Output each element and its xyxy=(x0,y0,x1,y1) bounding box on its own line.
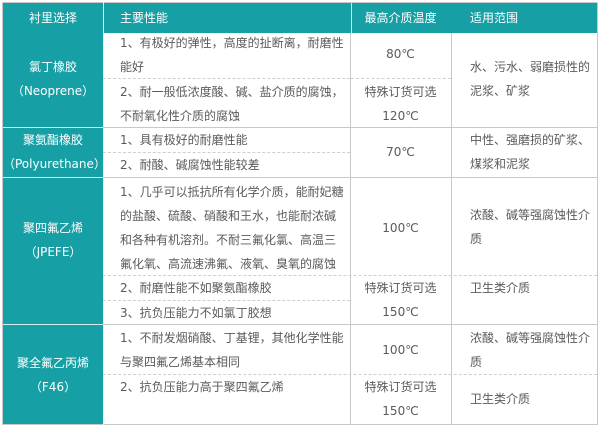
divider xyxy=(350,33,351,425)
header-properties: 主要性能 xyxy=(103,3,350,33)
scope-text: 浓酸、碱等强腐蚀性介 质 xyxy=(470,331,591,369)
border xyxy=(597,2,598,425)
property-text: 2、抗负压能力高于聚四氟乙烯 xyxy=(120,380,284,394)
dashed-divider xyxy=(103,152,350,153)
header-scope: 适用范围 xyxy=(451,3,597,33)
scope-text: 卫生类介质 xyxy=(470,281,531,295)
property-text: 2、耐酸、碱腐蚀性能较差 xyxy=(120,158,260,172)
material-f46: 聚全氟乙丙烯 （F46） xyxy=(3,324,103,424)
divider xyxy=(103,324,597,325)
divider xyxy=(3,127,103,128)
material-jpefe: 聚四氟乙烯 （JPEFE） xyxy=(3,177,103,324)
divider xyxy=(103,2,104,425)
temp-value: 70℃ xyxy=(386,145,415,159)
material-neoprene: 氯丁橡胶 （Neoprene） xyxy=(3,33,103,127)
property-text: 2、耐磨性能不如聚氨酯橡胶 xyxy=(120,281,272,295)
border xyxy=(2,2,3,425)
header-lining: 衬里选择 xyxy=(3,3,103,33)
divider xyxy=(103,177,597,178)
scope-text: 水、污水、弱磨损性的 泥浆、矿浆 xyxy=(470,60,591,98)
scope-text: 卫生类介质 xyxy=(470,392,531,406)
divider xyxy=(351,3,352,33)
divider xyxy=(3,324,103,325)
dashed-divider xyxy=(103,300,350,301)
material-polyurethane: 聚氨酯橡胶 （Polyurethane） xyxy=(3,127,106,177)
divider xyxy=(451,33,452,425)
temp-value: 特殊订货可选 150℃ xyxy=(364,380,437,418)
property-text: 1、不耐发烟硝酸、丁基锂，其他化学性能 与聚四氟乙烯基本相同 xyxy=(120,331,344,369)
property-text: 3、抗负压能力不如氯丁胶想 xyxy=(120,306,272,320)
scope-text: 中性、强磨损的矿浆、 煤浆和泥浆 xyxy=(470,133,591,171)
border xyxy=(2,424,598,425)
property-text: 2、耐一般低浓度酸、碱、盐介质的腐蚀， 不耐氧化性介质的腐蚀 xyxy=(120,85,344,123)
dashed-divider xyxy=(351,78,451,79)
property-text: 1、几乎可以抵抗所有化学介质，能耐妃糖 的盐酸、硫酸、硝酸和王水，也能耐浓碱 和… xyxy=(120,185,344,271)
header-max-temp: 最高介质温度 xyxy=(350,3,451,33)
temp-value: 特殊订货可选 150℃ xyxy=(364,281,437,319)
divider xyxy=(103,127,597,128)
temp-value: 100℃ xyxy=(382,221,419,235)
property-text: 1、有极好的弹性，高度的扯断离，耐磨性 能好 xyxy=(120,36,344,74)
scope-text: 浓酸、碱等强腐蚀性介 质 xyxy=(470,208,591,246)
dashed-divider xyxy=(103,374,597,375)
border xyxy=(2,2,598,3)
temp-value: 100℃ xyxy=(382,343,419,357)
dashed-divider xyxy=(103,275,597,276)
temp-value: 特殊订货可选 120℃ xyxy=(364,85,437,123)
property-text: 1、具有极好的耐磨性能 xyxy=(120,133,248,147)
dashed-divider xyxy=(103,78,350,79)
divider xyxy=(3,177,103,178)
temp-value: 80℃ xyxy=(386,47,415,61)
